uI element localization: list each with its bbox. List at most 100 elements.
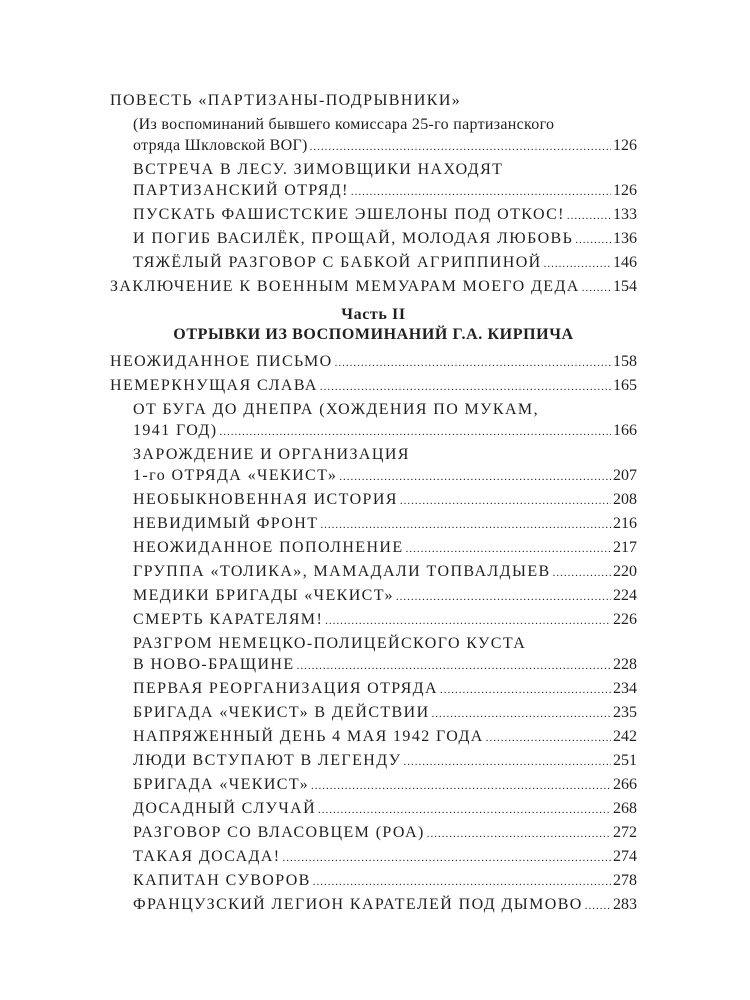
page-number: 283: [613, 896, 637, 913]
toc-entry[interactable]: ЗАКЛЮЧЕНИЕ К ВОЕННЫМ МЕМУАРАМ МОЕГО ДЕДА…: [110, 276, 637, 297]
page-number: 136: [613, 230, 637, 247]
toc-entry-line: ТЯЖЁЛЫЙ РАЗГОВОР С БАБКОЙ АГРИППИНОЙ....…: [133, 252, 637, 273]
toc-entry-title: РАЗГРОМ НЕМЕЦКО-ПОЛИЦЕЙСКОГО КУСТА: [133, 635, 527, 652]
page-number: 272: [613, 824, 637, 841]
toc-entry[interactable]: ГРУППА «ТОЛИКА», МАМАДАЛИ ТОПВАЛДЫЕВ....…: [133, 561, 637, 582]
page-number: 216: [613, 515, 637, 532]
toc-entry[interactable]: СМЕРТЬ КАРАТЕЛЯМ!.......................…: [133, 609, 637, 630]
toc-entry[interactable]: РАЗГОВОР СО ВЛАСОВЦЕМ (РОА).............…: [133, 822, 637, 843]
toc-entry[interactable]: КАПИТАН СУВОРОВ.........................…: [133, 870, 637, 891]
toc-entry[interactable]: (Из воспоминаний бывшего комиссара 25-го…: [133, 114, 637, 156]
toc-entry-line: ПЕРВАЯ РЕОРГАНИЗАЦИЯ ОТРЯДА.............…: [133, 678, 637, 699]
toc-entry-title: ПАРТИЗАНСКИЙ ОТРЯД!: [133, 182, 349, 199]
toc-entry-line: КАПИТАН СУВОРОВ.........................…: [133, 870, 637, 891]
toc-entry-title: НЕМЕРКНУЩАЯ СЛАВА: [110, 377, 318, 394]
page-number: 146: [613, 254, 637, 271]
toc-entry-line: ЛЮДИ ВСТУПАЮТ В ЛЕГЕНДУ.................…: [133, 750, 637, 771]
toc-entry[interactable]: БРИГАДА «ЧЕКИСТ»........................…: [133, 774, 637, 795]
dot-leader: ........................................…: [219, 426, 611, 438]
page-number: 226: [613, 611, 637, 628]
toc-entry[interactable]: ФРАНЦУЗСКИЙ ЛЕГИОН КАРАТЕЛЕЙ ПОД ДЫМОВО.…: [133, 894, 637, 915]
toc-entry-line: 1-го ОТРЯДА «ЧЕКИСТ»....................…: [133, 465, 637, 486]
toc-entry-line: ПОВЕСТЬ «ПАРТИЗАНЫ-ПОДРЫВНИКИ»: [110, 90, 637, 111]
toc-entry[interactable]: МЕДИКИ БРИГАДЫ «ЧЕКИСТ».................…: [133, 585, 637, 606]
toc-entry[interactable]: ТАКАЯ ДОСАДА!...........................…: [133, 846, 637, 867]
toc-entry[interactable]: НЕОБЫКНОВЕННАЯ ИСТОРИЯ..................…: [133, 489, 637, 510]
page-number: 224: [613, 587, 637, 604]
toc-entry-line: 1941 ГОД)...............................…: [133, 420, 637, 441]
toc-entry-line: И ПОГИБ ВАСИЛЁК, ПРОЩАЙ, МОЛОДАЯ ЛЮБОВЬ.…: [133, 228, 637, 249]
toc-entry-title: РАЗГОВОР СО ВЛАСОВЦЕМ (РОА): [133, 824, 425, 841]
table-of-contents: ПОВЕСТЬ «ПАРТИЗАНЫ-ПОДРЫВНИКИ» (Из воспом…: [110, 87, 637, 915]
toc-entry-line: НАПРЯЖЕННЫЙ ДЕНЬ 4 МАЯ 1942 ГОДА........…: [133, 726, 637, 747]
toc-entry-title: (Из воспоминаний бывшего комиссара 25-го…: [133, 116, 555, 133]
page-number: 133: [613, 206, 637, 223]
toc-part-2-entries: НЕОЖИДАННОЕ ПИСЬМО......................…: [110, 351, 637, 915]
toc-entry-title: ТЯЖЁЛЫЙ РАЗГОВОР С БАБКОЙ АГРИППИНОЙ: [133, 254, 542, 271]
toc-entry-line: СМЕРТЬ КАРАТЕЛЯМ!.......................…: [133, 609, 637, 630]
toc-entry-line: ДОСАДНЫЙ СЛУЧАЙ.........................…: [133, 798, 637, 819]
toc-entry-title: КАПИТАН СУВОРОВ: [133, 872, 311, 889]
page-number: 266: [613, 776, 637, 793]
page-number: 220: [613, 563, 637, 580]
toc-entry[interactable]: ЗАРОЖДЕНИЕ И ОРГАНИЗАЦИЯ 1-го ОТРЯДА «ЧЕК…: [133, 444, 637, 486]
page-number: 217: [613, 539, 637, 556]
page-number: 207: [613, 467, 637, 484]
part-heading: Часть II ОТРЫВКИ ИЗ ВОСПОМИНАНИЙ Г.А. КИ…: [110, 305, 637, 345]
toc-entry[interactable]: ОТ БУГА ДО ДНЕПРА (ХОЖДЕНИЯ ПО МУКАМ, 194…: [133, 399, 637, 441]
dot-leader: ........................................…: [399, 495, 611, 507]
page-number: 158: [613, 353, 637, 370]
dot-leader: ........................................…: [312, 876, 611, 888]
page-number: 228: [613, 656, 637, 673]
toc-entry[interactable]: ПУСКАТЬ ФАШИСТСКИЕ ЭШЕЛОНЫ ПОД ОТКОС!...…: [133, 204, 637, 225]
toc-entry-title: ПЕРВАЯ РЕОРГАНИЗАЦИЯ ОТРЯДА: [133, 680, 438, 697]
dot-leader: ........................................…: [426, 828, 611, 840]
toc-entry-title: БРИГАДА «ЧЕКИСТ»: [133, 776, 310, 793]
toc-entry-line: ЗАКЛЮЧЕНИЕ К ВОЕННЫМ МЕМУАРАМ МОЕГО ДЕДА…: [110, 276, 637, 297]
dot-leader: ........................................…: [403, 756, 611, 768]
page-number: 234: [613, 680, 637, 697]
toc-entry-line: РАЗГРОМ НЕМЕЦКО-ПОЛИЦЕЙСКОГО КУСТА: [133, 633, 637, 654]
toc-entry-line: НЕОЖИДАННОЕ ПОПОЛНЕНИЕ..................…: [133, 537, 637, 558]
toc-entry-line: БРИГАДА «ЧЕКИСТ»........................…: [133, 774, 637, 795]
toc-entry-title: НЕВИДИМЫЙ ФРОНТ: [133, 515, 319, 532]
toc-entry-title: ЗАКЛЮЧЕНИЕ К ВОЕННЫМ МЕМУАРАМ МОЕГО ДЕДА: [110, 278, 580, 295]
toc-entry[interactable]: НЕОЖИДАННОЕ ПОПОЛНЕНИЕ..................…: [133, 537, 637, 558]
toc-entry-title: НАПРЯЖЕННЫЙ ДЕНЬ 4 МАЯ 1942 ГОДА: [133, 728, 484, 745]
toc-entry[interactable]: НАПРЯЖЕННЫЙ ДЕНЬ 4 МАЯ 1942 ГОДА........…: [133, 726, 637, 747]
dot-leader: ........................................…: [296, 660, 611, 672]
toc-entry[interactable]: ДОСАДНЫЙ СЛУЧАЙ.........................…: [133, 798, 637, 819]
dot-leader: ........................................…: [439, 684, 611, 696]
dot-leader: ........................................…: [431, 708, 611, 720]
page-number: 154: [613, 278, 637, 295]
toc-entry[interactable]: РАЗГРОМ НЕМЕЦКО-ПОЛИЦЕЙСКОГО КУСТА В НОВО…: [133, 633, 637, 675]
toc-entry[interactable]: ВСТРЕЧА В ЛЕСУ. ЗИМОВЩИКИ НАХОДЯТ ПАРТИЗА…: [133, 159, 637, 201]
toc-entry-title: МЕДИКИ БРИГАДЫ «ЧЕКИСТ»: [133, 587, 394, 604]
page-number: 268: [613, 800, 637, 817]
page-number: 274: [613, 848, 637, 865]
toc-entry[interactable]: ЛЮДИ ВСТУПАЮТ В ЛЕГЕНДУ.................…: [133, 750, 637, 771]
toc-entry-title: В НОВО-БРАЩИНЕ: [133, 656, 295, 673]
toc-entry-title: ФРАНЦУЗСКИЙ ЛЕГИОН КАРАТЕЛЕЙ ПОД ДЫМОВО: [133, 896, 583, 913]
dot-leader: ........................................…: [282, 852, 611, 864]
toc-entry-line: ОТ БУГА ДО ДНЕПРА (ХОЖДЕНИЯ ПО МУКАМ,: [133, 399, 637, 420]
dot-leader: ........................................…: [325, 615, 611, 627]
toc-entry[interactable]: НЕОЖИДАННОЕ ПИСЬМО......................…: [110, 351, 637, 372]
toc-entry[interactable]: ТЯЖЁЛЫЙ РАЗГОВОР С БАБКОЙ АГРИППИНОЙ....…: [133, 252, 637, 273]
toc-entry[interactable]: НЕМЕРКНУЩАЯ СЛАВА.......................…: [110, 375, 637, 396]
page-number: 126: [613, 182, 637, 199]
toc-entry-line: НЕВИДИМЫЙ ФРОНТ.........................…: [133, 513, 637, 534]
toc-entry[interactable]: ПОВЕСТЬ «ПАРТИЗАНЫ-ПОДРЫВНИКИ»: [110, 90, 637, 111]
dot-leader: ........................................…: [395, 591, 611, 603]
toc-entry[interactable]: ПЕРВАЯ РЕОРГАНИЗАЦИЯ ОТРЯДА.............…: [133, 678, 637, 699]
toc-entry[interactable]: НЕВИДИМЫЙ ФРОНТ.........................…: [133, 513, 637, 534]
toc-entry[interactable]: БРИГАДА «ЧЕКИСТ» В ДЕЙСТВИИ.............…: [133, 702, 637, 723]
toc-entry-title: ОТ БУГА ДО ДНЕПРА (ХОЖДЕНИЯ ПО МУКАМ,: [133, 401, 539, 418]
toc-part-1-entries: ПОВЕСТЬ «ПАРТИЗАНЫ-ПОДРЫВНИКИ» (Из воспом…: [110, 90, 637, 297]
toc-entry-line: БРИГАДА «ЧЕКИСТ» В ДЕЙСТВИИ.............…: [133, 702, 637, 723]
toc-entry[interactable]: И ПОГИБ ВАСИЛЁК, ПРОЩАЙ, МОЛОДАЯ ЛЮБОВЬ.…: [133, 228, 637, 249]
dot-leader: ........................................…: [485, 732, 611, 744]
dot-leader: ........................................…: [320, 519, 611, 531]
toc-entry-title: ПОВЕСТЬ «ПАРТИЗАНЫ-ПОДРЫВНИКИ»: [110, 92, 462, 109]
page-number: 242: [613, 728, 637, 745]
